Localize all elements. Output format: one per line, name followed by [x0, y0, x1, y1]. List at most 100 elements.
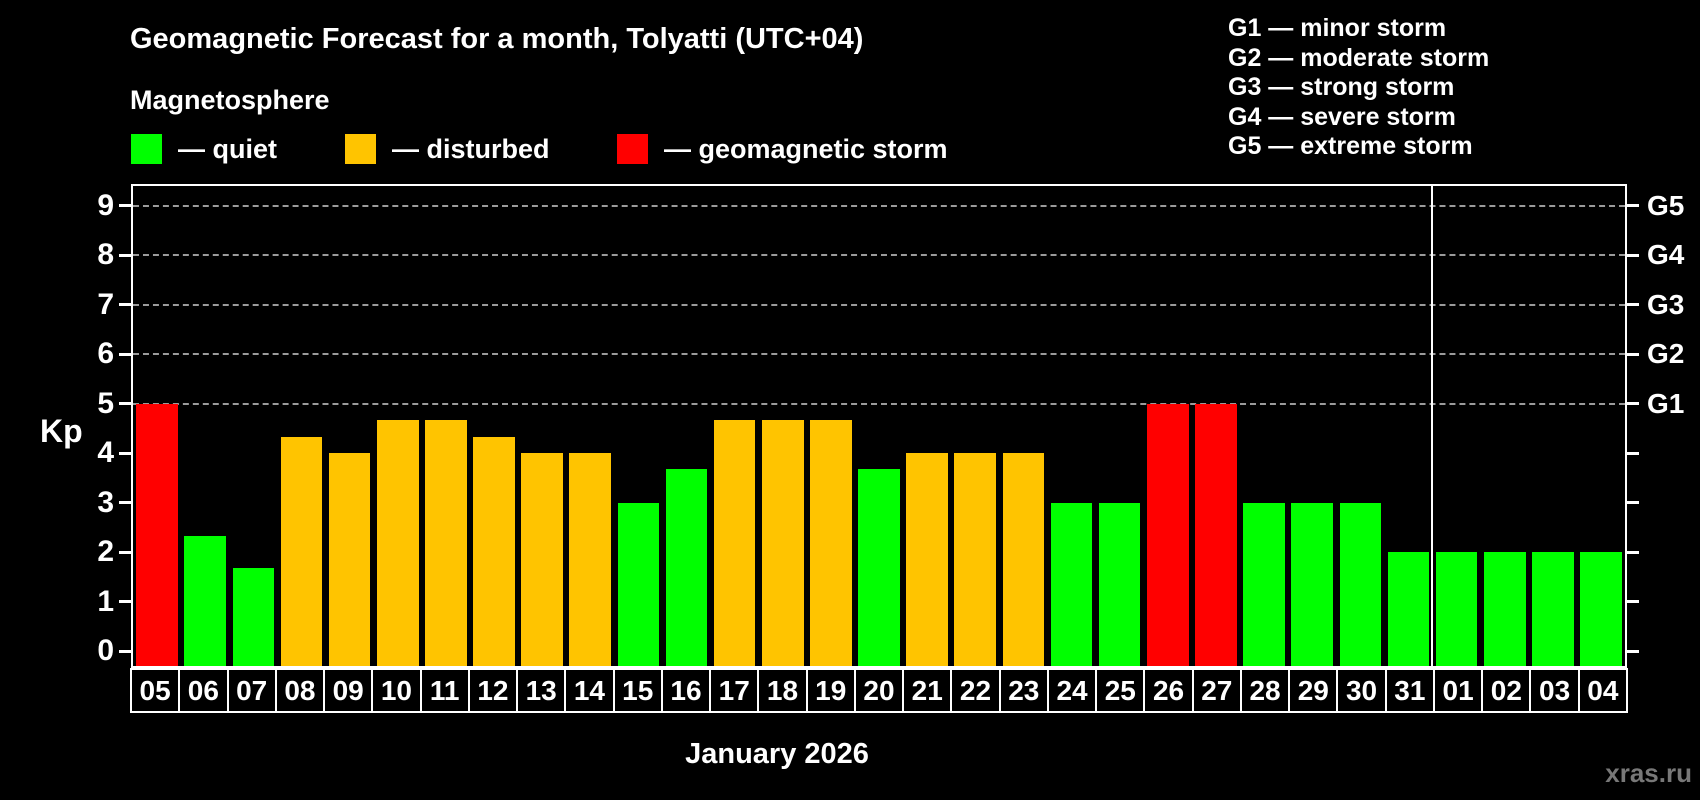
day-label-24: 24	[1046, 668, 1098, 713]
y-tick-right-4	[1627, 451, 1639, 455]
bar-day-04	[1580, 552, 1622, 666]
day-label-20: 20	[853, 668, 905, 713]
g4-legend-line: G4 — severe storm	[1228, 102, 1456, 131]
y-tick-left-9	[119, 204, 131, 207]
day-label-25: 25	[1095, 668, 1146, 713]
bar-day-17	[713, 419, 756, 666]
day-label-01: 01	[1432, 668, 1484, 713]
disturbed-color-swatch	[345, 134, 376, 164]
g-level-label-G2: G2	[1647, 338, 1685, 369]
y-tick-right-6	[1627, 352, 1639, 356]
legend-item-quiet: — quiet	[131, 132, 277, 166]
g5-legend-line: G5 — extreme storm	[1228, 132, 1473, 160]
bar-day-11	[425, 419, 467, 666]
bar-day-13	[521, 453, 563, 666]
y-tick-left-2	[119, 550, 131, 554]
bar-day-09	[328, 453, 371, 666]
day-label-23: 23	[998, 668, 1049, 713]
y-tick-right-0	[1627, 649, 1639, 653]
day-label-03: 03	[1529, 668, 1580, 713]
legend-item-disturbed: — disturbed	[345, 132, 550, 166]
day-label-28: 28	[1239, 668, 1291, 713]
day-label-08: 08	[274, 668, 326, 713]
bar-day-20	[858, 469, 900, 666]
y-tick-label-0: 0	[97, 634, 114, 667]
day-label-11: 11	[419, 668, 470, 713]
bar-day-30	[1339, 502, 1382, 666]
day-label-13: 13	[516, 668, 567, 713]
month-separator	[1431, 186, 1434, 666]
gridline-kp-6	[133, 353, 1625, 355]
day-label-21: 21	[902, 668, 953, 713]
day-label-22: 22	[950, 668, 1001, 713]
day-label-09: 09	[323, 668, 374, 713]
day-label-10: 10	[371, 668, 422, 713]
y-tick-left-5	[119, 402, 131, 405]
day-label-19: 19	[805, 668, 856, 713]
g-level-label-G3: G3	[1647, 288, 1685, 320]
g-level-label-G5: G5	[1647, 189, 1685, 221]
bar-day-16	[665, 469, 708, 666]
day-label-26: 26	[1143, 668, 1194, 713]
day-label-30: 30	[1336, 668, 1387, 713]
day-label-27: 27	[1191, 668, 1242, 713]
y-tick-left-7	[119, 303, 131, 306]
gridline-kp-5	[133, 402, 1625, 405]
legend-item-storm: — geomagnetic storm	[617, 132, 948, 166]
y-tick-right-3	[1627, 501, 1639, 504]
gridline-kp-7	[133, 303, 1625, 306]
bar-day-02	[1483, 552, 1526, 666]
day-label-04: 04	[1577, 668, 1628, 713]
bar-day-05	[136, 403, 178, 666]
magnetosphere-label: Magnetosphere	[130, 85, 330, 115]
y-tick-right-5	[1627, 402, 1639, 405]
y-tick-label-6: 6	[97, 337, 114, 370]
y-tick-label-1: 1	[97, 584, 114, 618]
plot-area	[131, 184, 1627, 668]
bar-day-28	[1243, 502, 1285, 666]
day-label-17: 17	[709, 668, 760, 713]
y-tick-right-7	[1627, 303, 1639, 306]
y-tick-left-1	[119, 600, 131, 603]
bar-day-08	[280, 436, 323, 666]
g-level-label-G1: G1	[1647, 387, 1685, 419]
g-scale-legend: G1 — minor storm G2 — moderate storm G3 …	[1228, 14, 1489, 162]
g3-legend-line: G3 — strong storm	[1228, 73, 1455, 101]
day-label-12: 12	[467, 668, 519, 713]
y-tick-label-3: 3	[97, 485, 114, 519]
g-level-label-G4: G4	[1647, 239, 1685, 270]
y-axis-title: Kp	[40, 413, 83, 449]
storm-color-swatch	[617, 134, 648, 164]
bar-day-26	[1147, 403, 1189, 666]
bar-day-14	[569, 453, 612, 666]
g2-legend-line: G2 — moderate storm	[1228, 43, 1490, 72]
bar-day-25	[1098, 502, 1141, 666]
y-tick-right-8	[1627, 253, 1639, 257]
bar-day-07	[232, 568, 275, 666]
bar-day-12	[473, 436, 515, 666]
y-tick-label-8: 8	[97, 238, 114, 271]
watermark: xras.ru	[1605, 758, 1692, 788]
bar-day-29	[1291, 502, 1333, 666]
day-label-07: 07	[226, 668, 277, 713]
y-tick-right-2	[1627, 550, 1639, 554]
day-label-18: 18	[757, 668, 808, 713]
y-tick-left-4	[119, 451, 131, 455]
y-tick-label-4: 4	[97, 436, 114, 469]
legend-label-storm: — geomagnetic storm	[664, 133, 948, 164]
y-tick-label-7: 7	[97, 287, 114, 321]
legend-label-disturbed: — disturbed	[392, 133, 550, 164]
bar-day-22	[954, 453, 997, 666]
y-tick-left-6	[119, 352, 131, 356]
day-label-06: 06	[178, 668, 229, 713]
day-label-29: 29	[1288, 668, 1339, 713]
bar-day-19	[810, 419, 852, 666]
x-axis-title: January 2026	[685, 738, 869, 770]
y-tick-label-5: 5	[97, 386, 114, 420]
bar-day-15	[617, 502, 660, 666]
day-label-05: 05	[130, 668, 181, 713]
bar-day-06	[184, 535, 227, 666]
y-tick-right-1	[1627, 600, 1639, 603]
day-label-16: 16	[660, 668, 712, 713]
